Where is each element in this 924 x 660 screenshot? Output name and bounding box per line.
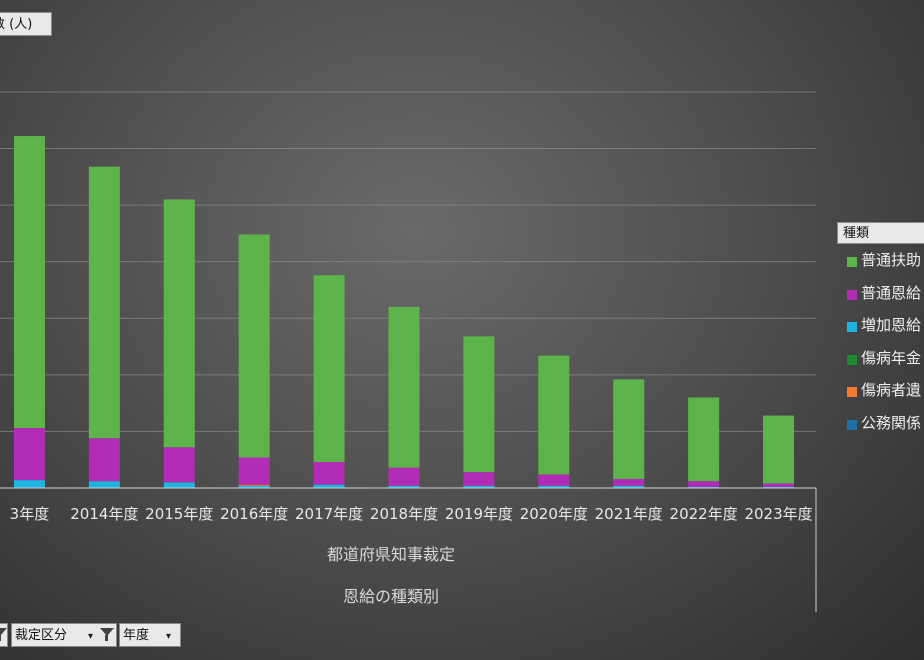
bar-segment-5 (88, 166, 120, 439)
bar-segment-1 (238, 485, 270, 488)
bar-segment-5 (388, 306, 420, 468)
legend-swatch (847, 289, 857, 300)
bar-segment-1 (313, 484, 345, 488)
bar-segment-5 (13, 136, 45, 429)
filter-icon-stem (0, 635, 1, 641)
bar-segment-5 (463, 336, 495, 473)
chevron-down-icon: ▾ (166, 631, 172, 642)
filter-button-2[interactable]: 年度 ▾ (119, 623, 181, 647)
filter-label-1: 裁定区分 (15, 628, 68, 643)
bar-segment-1 (163, 482, 195, 488)
bar-segment-4 (388, 467, 420, 486)
bar-segment-5 (163, 199, 195, 448)
legend-label: 普通扶助 (861, 251, 922, 269)
legend-items: 普通扶助普通恩給増加恩給傷病年金傷病者遺公務関係 (837, 244, 924, 439)
bar-segment-1 (688, 486, 720, 488)
bar-segment-2 (238, 484, 270, 486)
filter-icon (100, 628, 114, 636)
legend-item[interactable]: 傷病年金 (837, 342, 924, 375)
value-field-button[interactable]: 数 (人) (0, 12, 52, 36)
x-tick-label: 2020年度 (520, 505, 588, 523)
chevron-down-icon: ▾ (88, 631, 94, 642)
bar-segment-4 (88, 438, 120, 482)
bar-segment-5 (688, 397, 720, 482)
legend-swatch (847, 322, 857, 332)
bar-segment-4 (13, 428, 45, 481)
x-group-label: 恩給の種類別 (343, 587, 439, 606)
filter-icon (0, 628, 7, 636)
bar-segment-4 (463, 472, 495, 486)
legend-label: 増加恩給 (861, 316, 922, 334)
bar-segment-1 (538, 485, 570, 488)
bar-segment-4 (763, 483, 795, 487)
bar-segment-4 (688, 481, 720, 487)
bar-segment-5 (613, 379, 645, 479)
filter-icon-stem (105, 635, 108, 641)
filter-button-0[interactable] (0, 623, 8, 647)
bar-segment-1 (13, 480, 45, 488)
legend-swatch (847, 387, 857, 397)
bar-segment-1 (88, 481, 120, 488)
legend-swatch (847, 354, 857, 365)
legend-item[interactable]: 公務関係 (837, 407, 924, 440)
x-tick-label: 2016年度 (220, 505, 288, 523)
legend-swatch (847, 257, 857, 267)
x-tick-label: 2022年度 (670, 505, 738, 523)
filter-label-2: 年度 (123, 628, 150, 643)
x-tick-label: 2021年度 (595, 505, 663, 523)
legend-item[interactable]: 普通扶助 (837, 244, 924, 277)
legend-label: 普通恩給 (861, 283, 922, 302)
x-tick-label: 2023年度 (744, 505, 812, 523)
bar-segment-4 (313, 461, 345, 485)
bar-segment-5 (238, 234, 270, 458)
x-group-label: 都道府県知事裁定 (327, 545, 455, 564)
x-tick-label: 2017年度 (295, 505, 363, 523)
bar-segment-1 (463, 485, 495, 488)
x-tick-labels: 3年度 2014年度 2015年度 2016年度 2017年度 2018年度 2019年度 2… (10, 505, 813, 523)
value-field-label: 数 (人) (0, 17, 33, 32)
legend-label: 公務関係 (861, 413, 922, 432)
x-tick-label: 2019年度 (445, 505, 513, 523)
legend-item[interactable]: 傷病者遺 (837, 374, 924, 407)
bar-segment-5 (763, 415, 795, 484)
bar-segment-5 (538, 355, 570, 475)
bar-segment-4 (538, 474, 570, 486)
legend-swatch (847, 419, 857, 430)
bar-segment-4 (163, 447, 195, 483)
bar-segment-1 (763, 486, 795, 488)
bar-segment-5 (313, 275, 345, 462)
legend-title[interactable]: 種類 (837, 222, 924, 244)
x-tick-label: 2015年度 (145, 505, 213, 523)
legend-item[interactable]: 普通恩給 (837, 277, 924, 310)
bar-segment-1 (613, 485, 645, 488)
x-tick-label: 2014年度 (70, 505, 138, 523)
bars (13, 136, 795, 488)
bar-segment-1 (388, 485, 420, 488)
filter-button-1[interactable]: 裁定区分 ▾ (11, 623, 117, 647)
legend: 種類 普通扶助普通恩給増加恩給傷病年金傷病者遺公務関係 (837, 222, 924, 442)
legend-label: 傷病者遺 (861, 381, 922, 399)
bar-segment-4 (613, 478, 645, 486)
legend-label: 傷病年金 (861, 348, 922, 367)
x-tick-label: 3年度 (10, 505, 50, 523)
x-axis (0, 487, 817, 612)
legend-item[interactable]: 増加恩給 (837, 309, 924, 342)
bar-segment-4 (238, 457, 270, 485)
x-tick-label: 2018年度 (370, 505, 438, 523)
